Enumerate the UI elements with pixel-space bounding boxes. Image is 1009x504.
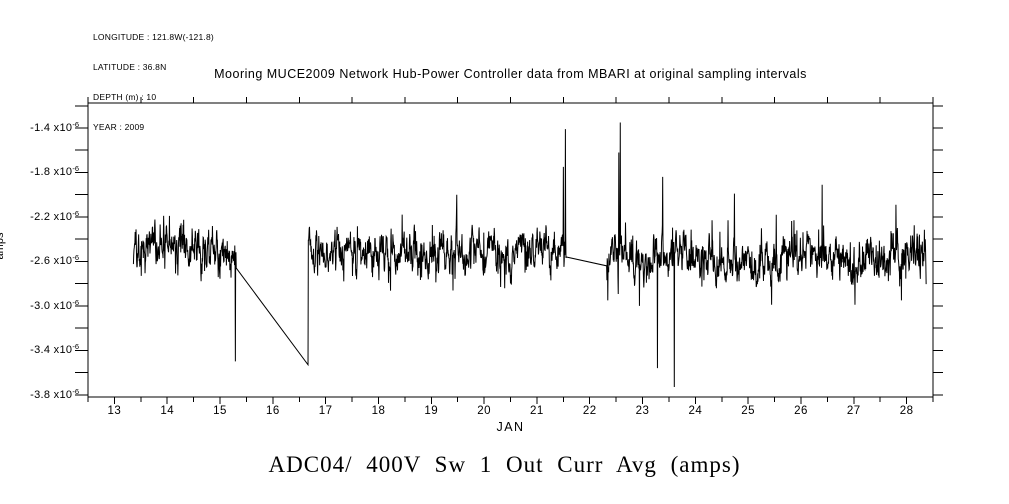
metadata-depth: DEPTH (m) : 10 [93, 92, 157, 102]
x-tick-label: 13 [107, 405, 122, 417]
metadata-year: YEAR : 2009 [93, 122, 145, 132]
y-tick-label: -2.2 x10-6 [30, 208, 79, 223]
metadata-latitude: LATITUDE : 36.8N [93, 62, 167, 72]
data-trace [132, 122, 927, 388]
y-tick-label: -3.8 x10-6 [30, 386, 79, 401]
axis-ticks [75, 97, 943, 404]
x-tick-label: 20 [477, 405, 491, 417]
y-tick-label: -3.0 x10-6 [30, 297, 79, 312]
y-tick-label: -1.4 x10-6 [30, 120, 79, 134]
x-tick-label: 26 [794, 405, 808, 417]
x-tick-label: 28 [899, 405, 914, 417]
x-tick-label: 17 [318, 405, 333, 417]
x-tick-label: 15 [213, 405, 227, 417]
x-tick-label: 23 [635, 405, 650, 417]
y-tick-label: -2.6 x10-6 [30, 253, 79, 268]
y-tick-label: -1.8 x10-6 [30, 164, 79, 179]
x-tick-label: 22 [582, 405, 597, 417]
x-tick-label: 27 [846, 405, 861, 417]
x-axis-title: JAN [496, 420, 525, 434]
x-tick-label: 25 [741, 405, 756, 417]
y-axis-title: amps [0, 232, 6, 260]
metadata-longitude: LONGITUDE : 121.8W(-121.8) [93, 32, 214, 42]
x-tick-label: 24 [688, 405, 703, 417]
plot-title: Mooring MUCE2009 Network Hub-Power Contr… [214, 67, 807, 81]
x-tick-label: 19 [424, 405, 439, 417]
x-tick-label: 14 [160, 405, 175, 417]
x-tick-label: 16 [265, 405, 280, 417]
x-tick-label: 21 [530, 405, 544, 417]
metadata-block: LONGITUDE : 121.8W(-121.8) LATITUDE : 36… [93, 12, 214, 152]
x-tick-label: 18 [371, 405, 386, 417]
channel-title: ADC04/ 400V Sw 1 Out Curr Avg (amps) [268, 452, 741, 477]
y-tick-label: -3.4 x10-6 [30, 342, 79, 357]
